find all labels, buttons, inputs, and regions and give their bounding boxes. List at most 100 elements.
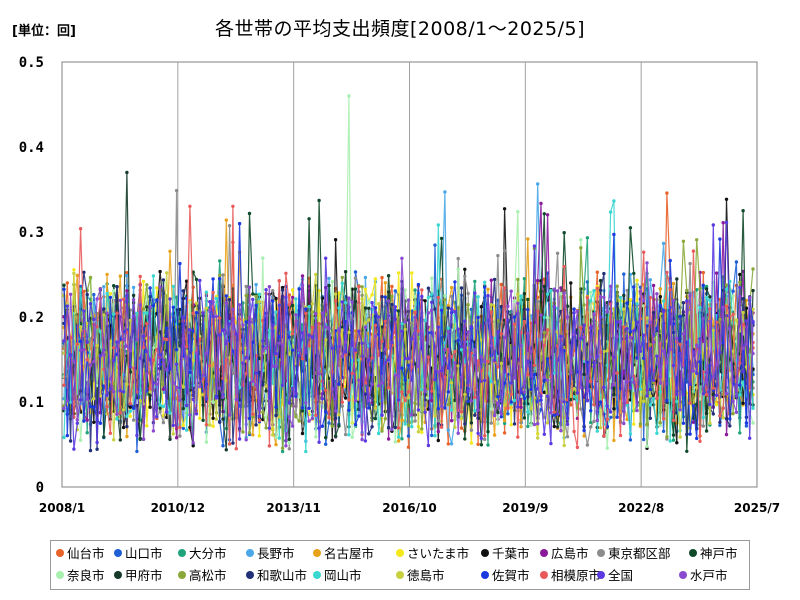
data-point (565, 435, 570, 439)
data-point (701, 424, 705, 428)
data-point (582, 323, 586, 327)
data-point (184, 403, 189, 408)
data-point (430, 292, 434, 296)
data-point (433, 434, 437, 438)
data-point (204, 397, 209, 401)
data-point (102, 353, 106, 357)
data-point (294, 297, 298, 301)
data-point (363, 439, 368, 443)
data-point (208, 300, 212, 304)
data-point (204, 423, 209, 427)
data-point (72, 271, 76, 276)
data-point (317, 198, 321, 203)
data-point (688, 293, 692, 298)
data-point (181, 406, 185, 411)
data-point (271, 364, 275, 368)
data-point (287, 415, 291, 419)
legend-item: 全国 (597, 565, 633, 584)
data-point (661, 299, 666, 303)
data-point (271, 289, 275, 293)
data-point (380, 275, 384, 280)
data-point (261, 383, 265, 387)
data-point (708, 319, 712, 324)
data-point (181, 397, 185, 401)
data-point (145, 283, 149, 287)
data-point (661, 417, 666, 421)
data-point (489, 278, 493, 282)
data-point (489, 310, 493, 314)
data-point (420, 329, 424, 333)
data-point (628, 330, 633, 334)
data-point (221, 273, 225, 277)
data-point (605, 349, 609, 353)
data-point (628, 386, 633, 390)
data-point (373, 323, 378, 327)
data-point (502, 431, 507, 435)
data-point (698, 350, 702, 354)
data-point (410, 321, 414, 325)
data-point (383, 295, 387, 299)
data-point (363, 306, 368, 310)
data-point (691, 404, 696, 408)
data-point (155, 286, 159, 290)
data-point (62, 287, 66, 291)
data-point (496, 330, 500, 334)
data-point (483, 434, 487, 438)
data-point (565, 315, 570, 319)
data-point (522, 416, 527, 420)
data-point (476, 442, 480, 446)
data-point (463, 392, 467, 397)
data-point (516, 435, 520, 439)
data-point (403, 320, 407, 324)
data-point (738, 272, 742, 277)
data-point (121, 297, 126, 301)
data-point (499, 332, 503, 336)
data-point (161, 362, 166, 366)
data-point (367, 398, 371, 403)
data-point (324, 338, 328, 342)
data-point (396, 439, 401, 443)
data-point (360, 437, 364, 442)
data-point (681, 301, 686, 305)
data-point (744, 421, 749, 425)
data-point (579, 238, 583, 242)
data-point (151, 304, 156, 308)
data-point (261, 349, 265, 353)
data-point (145, 311, 149, 315)
data-point (443, 190, 447, 194)
unit-label: [単位：回] (12, 24, 76, 39)
data-point (247, 285, 252, 289)
data-point (102, 307, 106, 311)
data-point (463, 422, 467, 426)
data-point (701, 270, 705, 275)
data-point (330, 280, 334, 284)
data-point (125, 382, 129, 386)
data-point (545, 328, 550, 332)
data-point (668, 347, 672, 352)
data-point (396, 426, 401, 430)
data-point (605, 446, 609, 450)
data-point (221, 417, 225, 421)
data-point (625, 417, 629, 422)
data-point (413, 294, 417, 299)
data-point (655, 431, 659, 435)
data-point (585, 443, 590, 447)
data-point (400, 390, 404, 394)
data-point (734, 410, 739, 414)
data-point (151, 358, 156, 362)
data-point (724, 432, 729, 437)
data-point (257, 406, 262, 411)
data-point (337, 306, 341, 310)
data-point (280, 285, 285, 290)
data-point (439, 369, 444, 373)
data-point (698, 439, 702, 443)
data-point (353, 276, 358, 280)
data-point (274, 435, 278, 440)
data-point (678, 408, 682, 412)
data-point (704, 380, 709, 384)
data-point (148, 386, 152, 391)
legend-marker (56, 570, 64, 579)
x-tick-label: 2019/9 (502, 501, 548, 515)
data-point (582, 303, 586, 307)
data-point (718, 423, 722, 428)
